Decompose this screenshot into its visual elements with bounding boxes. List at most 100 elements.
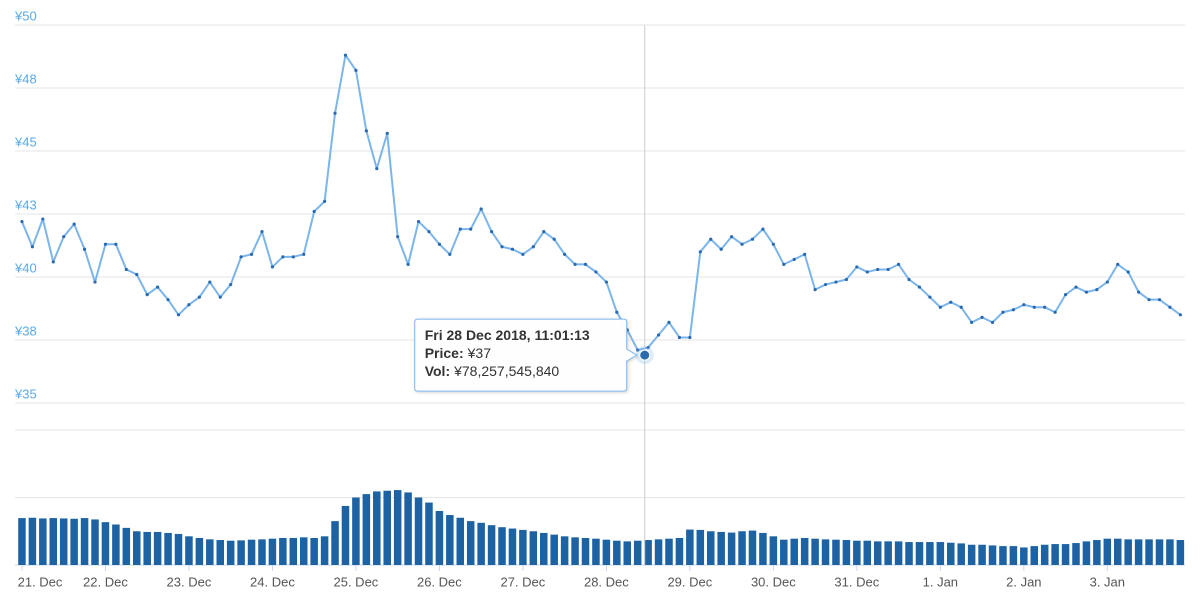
volume-bar — [978, 544, 986, 565]
volume-bar — [915, 542, 924, 565]
volume-bar — [1176, 540, 1185, 565]
price-point — [959, 305, 963, 309]
volume-bar — [967, 544, 976, 565]
volume-bar — [383, 490, 391, 565]
price-point — [479, 207, 483, 211]
volume-bar — [1072, 543, 1080, 565]
volume-bar — [727, 532, 736, 565]
volume-bar — [842, 540, 851, 565]
price-point — [594, 270, 598, 274]
volume-bar — [1134, 539, 1143, 565]
volume-bar — [1103, 538, 1112, 565]
tooltip: Fri 28 Dec 2018, 11:01:13 Price: ¥37 Vol: ¥7… — [414, 25, 654, 565]
volume-bar — [435, 511, 444, 565]
volume-bar — [1051, 544, 1059, 565]
volume-bar — [28, 517, 37, 565]
price-point — [208, 280, 212, 284]
price-point — [458, 227, 462, 231]
volume-bar — [39, 518, 47, 565]
price-point — [385, 131, 389, 135]
price-point — [771, 242, 775, 246]
volume-bar — [132, 531, 141, 565]
volume-bar — [1166, 539, 1174, 565]
x-tick-label: 24. Dec — [250, 574, 295, 589]
price-point — [750, 237, 755, 241]
volume-bar — [362, 494, 371, 565]
volume-bar — [1155, 539, 1164, 565]
price-point — [291, 255, 295, 259]
price-point — [834, 280, 838, 284]
volume-bar — [404, 492, 412, 565]
price-point — [176, 313, 181, 317]
price-point — [166, 298, 170, 302]
volume-bar — [341, 505, 350, 565]
price-point — [51, 260, 55, 264]
volume-bar — [936, 542, 945, 565]
price-point — [656, 333, 661, 337]
price-point — [30, 245, 34, 249]
volume-bar — [1009, 546, 1018, 565]
tooltip-value: ¥78,257,545,840 — [453, 363, 559, 379]
volume-bar — [258, 539, 266, 565]
price-point — [865, 270, 869, 274]
volume-bar — [571, 537, 579, 565]
price-point — [124, 267, 128, 272]
volume-bar — [550, 534, 558, 565]
x-tick-label: 25. Dec — [334, 574, 379, 589]
price-point — [667, 320, 671, 324]
volume-bar — [80, 518, 89, 565]
volume-bar — [592, 538, 600, 565]
volume-bar — [456, 517, 465, 565]
volume-bar — [581, 538, 590, 565]
volume-bar — [947, 542, 955, 565]
volume-bar — [59, 518, 68, 565]
price-point — [187, 303, 191, 307]
volume-bar — [686, 529, 694, 565]
y-tick-label: ¥43 — [14, 197, 37, 212]
price-point — [1043, 305, 1047, 309]
volume-bar — [988, 545, 997, 565]
price-point — [907, 277, 911, 282]
price-point — [448, 252, 452, 256]
volume-bar — [122, 527, 131, 565]
volume-bar — [780, 539, 788, 565]
price-point — [1126, 270, 1130, 274]
volume-bar — [508, 528, 517, 565]
price-point — [583, 262, 588, 266]
price-point — [270, 265, 275, 269]
volume-bar — [748, 530, 757, 565]
volume-bar — [373, 491, 381, 565]
volume-bar — [466, 521, 475, 565]
volume-bar — [331, 521, 339, 565]
volume-bar — [926, 542, 934, 565]
volume-bar — [654, 539, 663, 565]
price-point — [1032, 305, 1036, 309]
price-point — [813, 288, 817, 292]
volume-bar — [299, 537, 308, 565]
volume-panel — [18, 490, 1185, 565]
price-point — [281, 255, 285, 259]
x-tick-label: 23. Dec — [167, 574, 212, 589]
volume-bar — [206, 539, 214, 565]
price-point — [949, 300, 953, 304]
price-point — [375, 167, 379, 171]
grid: ¥35 ¥38 ¥40 ¥43 ¥45 ¥48 ¥50 — [14, 8, 1185, 566]
price-point — [249, 252, 254, 256]
price-point — [782, 262, 786, 266]
price-point — [573, 262, 577, 266]
price-point — [1001, 310, 1005, 314]
volume-bar — [101, 522, 110, 565]
price-point — [938, 305, 942, 309]
price-point — [1095, 288, 1099, 292]
price-point — [229, 282, 233, 287]
price-point — [1147, 298, 1151, 302]
volume-bar — [226, 540, 235, 565]
volume-bar — [49, 518, 58, 565]
volume-bar — [70, 518, 78, 565]
volume-bar — [633, 540, 642, 565]
volume-bar — [310, 538, 318, 565]
volume-bar — [174, 533, 183, 565]
volume-bar — [393, 490, 402, 565]
x-tick-label: 29. Dec — [667, 574, 712, 589]
price-point — [1063, 293, 1068, 297]
